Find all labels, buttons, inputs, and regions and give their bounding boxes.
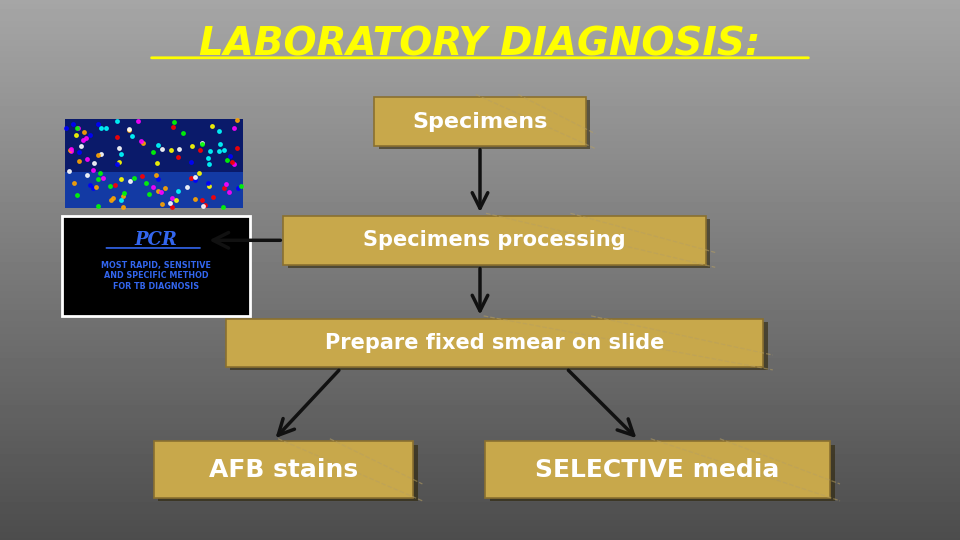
FancyBboxPatch shape <box>230 322 768 370</box>
Text: Prepare fixed smear on slide: Prepare fixed smear on slide <box>324 333 664 353</box>
FancyBboxPatch shape <box>374 97 586 146</box>
FancyBboxPatch shape <box>65 172 243 208</box>
FancyBboxPatch shape <box>226 319 763 367</box>
FancyBboxPatch shape <box>62 216 250 316</box>
Text: AFB stains: AFB stains <box>208 458 358 482</box>
FancyBboxPatch shape <box>490 445 835 501</box>
FancyBboxPatch shape <box>379 100 590 149</box>
FancyBboxPatch shape <box>485 442 830 498</box>
FancyBboxPatch shape <box>65 119 243 208</box>
Text: Specimens processing: Specimens processing <box>363 230 626 251</box>
Text: SELECTIVE media: SELECTIVE media <box>536 458 780 482</box>
Text: PCR: PCR <box>134 231 178 249</box>
Text: MOST RAPID, SENSITIVE
AND SPECIFIC METHOD
FOR TB DIAGNOSIS: MOST RAPID, SENSITIVE AND SPECIFIC METHO… <box>101 261 211 291</box>
FancyBboxPatch shape <box>158 445 418 501</box>
Text: LABORATORY DIAGNOSIS:: LABORATORY DIAGNOSIS: <box>200 25 760 63</box>
FancyBboxPatch shape <box>288 219 710 268</box>
FancyBboxPatch shape <box>154 442 413 498</box>
FancyBboxPatch shape <box>283 216 706 265</box>
Text: Specimens: Specimens <box>412 111 548 132</box>
